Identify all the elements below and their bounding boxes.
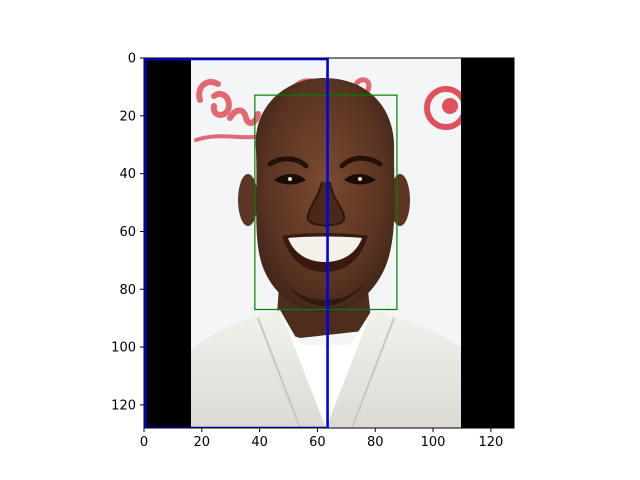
y-tick-label: 120 (111, 398, 136, 413)
y-tick-label: 0 (128, 52, 136, 67)
ear-left (238, 174, 258, 226)
beard (276, 268, 374, 306)
lapel-left (257, 317, 301, 428)
x-tick-label: 20 (194, 435, 211, 450)
lapel-right (351, 317, 395, 428)
collar-opening (280, 310, 372, 428)
y-tick-label: 80 (119, 283, 136, 298)
y-axis: 0 20 40 60 80 100 120 (111, 52, 144, 413)
eye-right-glint (358, 177, 362, 181)
black-bar-left (144, 58, 191, 428)
y-tick-label: 40 (119, 167, 136, 182)
ear-right (390, 174, 410, 226)
y-tick-label: 20 (119, 109, 136, 124)
nose (306, 181, 346, 228)
x-axis: 0 20 40 60 80 100 120 (140, 428, 503, 450)
eyebrow-right (339, 155, 383, 169)
x-tick-label: 120 (478, 435, 503, 450)
black-bar-right (461, 58, 514, 428)
image-area (144, 58, 514, 428)
x-tick-label: 60 (309, 435, 326, 450)
x-tick-label: 0 (140, 435, 148, 450)
blue-box (144, 58, 329, 428)
x-tick-label: 80 (367, 435, 384, 450)
green-box (254, 94, 398, 311)
eyebrow-left (267, 156, 309, 169)
x-tick-label: 40 (251, 435, 268, 450)
eye-left-glint (288, 177, 292, 181)
axes-frame (143, 57, 515, 429)
teeth (288, 236, 362, 262)
y-tick-label: 60 (119, 225, 136, 240)
y-tick-label: 100 (111, 341, 136, 356)
x-tick-label: 100 (421, 435, 446, 450)
